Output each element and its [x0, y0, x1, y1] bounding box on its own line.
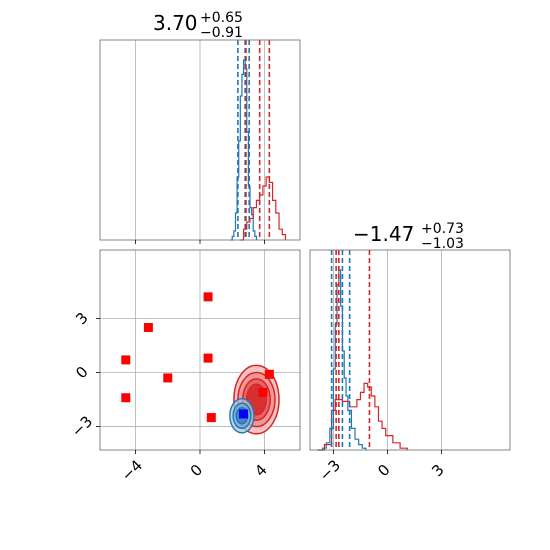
truth-marker-red [206, 413, 216, 423]
truth-marker-red [203, 292, 213, 302]
histogram-series [240, 176, 287, 241]
y-tick-label: 3 [72, 309, 91, 328]
truth-marker-red [121, 393, 131, 403]
truth-marker-red [264, 369, 274, 379]
truth-marker-red [143, 322, 153, 332]
x-tick-label: 3 [428, 461, 447, 480]
title-param1-main: 3.70 [153, 11, 198, 35]
truth-marker-red [258, 387, 268, 397]
axes-frame [309, 249, 511, 451]
x-tick-label: 4 [251, 461, 270, 480]
hist-param1-panel [99, 39, 301, 244]
histogram-series [230, 59, 258, 241]
x-tick-label: −3 [316, 456, 344, 484]
title-param2-sup: +0.73 [421, 221, 464, 237]
title-param1-sup: +0.65 [200, 10, 243, 26]
title-param2: −1.47 +0.73 −1.03 [353, 221, 464, 252]
histogram-series [317, 382, 408, 451]
x-tick-label: 0 [187, 461, 206, 480]
title-param2-main: −1.47 [353, 222, 414, 246]
x-tick-label: −4 [118, 456, 146, 484]
truth-marker-red [121, 355, 131, 365]
scatter-2d-panel: −4 0 4 3 0 −3 [68, 249, 301, 485]
hist-param2-panel: −3 0 3 [309, 249, 511, 485]
title-param1-sub: −0.91 [200, 25, 243, 41]
truth-marker-red [203, 353, 213, 363]
x-tick-label: 0 [374, 461, 393, 480]
y-tick-label: −3 [68, 412, 96, 440]
truth-marker-red [163, 373, 173, 383]
title-param1: 3.70 +0.65 −0.91 [153, 10, 243, 41]
y-tick-label: 0 [72, 363, 91, 382]
title-param2-sub: −1.03 [421, 236, 464, 252]
truth-marker-blue [239, 409, 249, 419]
